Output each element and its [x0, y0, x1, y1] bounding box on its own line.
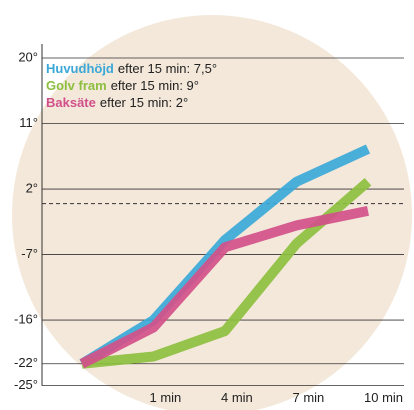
legend-note: efter 15 min: 2° — [100, 95, 188, 110]
y-tick-label: 2° — [26, 180, 38, 195]
y-tick-label: -16° — [14, 312, 38, 327]
y-tick-label: 11° — [19, 115, 38, 130]
legend-entry: Golv fram efter 15 min: 9° — [46, 78, 199, 93]
legend-name: Golv fram — [46, 78, 107, 93]
series-line — [79, 205, 369, 369]
y-tick-label: -7° — [21, 246, 38, 261]
x-tick-label: 10 min — [364, 390, 403, 405]
x-tick-label: 4 min — [221, 390, 253, 405]
y-tick-label: 20° — [18, 49, 38, 64]
legend-name: Baksäte — [46, 95, 96, 110]
y-tick-label: -25° — [14, 377, 38, 392]
x-tick-label: 7 min — [293, 390, 325, 405]
background-circle — [12, 15, 412, 410]
legend-name: Huvudhöjd — [46, 61, 114, 76]
legend-entry: Huvudhöjd efter 15 min: 7,5° — [46, 61, 217, 76]
x-tick-label: 1 min — [150, 390, 182, 405]
legend-entry: Baksäte efter 15 min: 2° — [46, 95, 188, 110]
y-tick-label: -22° — [14, 355, 38, 370]
legend-note: efter 15 min: 7,5° — [118, 61, 217, 76]
legend-note: efter 15 min: 9° — [111, 78, 199, 93]
